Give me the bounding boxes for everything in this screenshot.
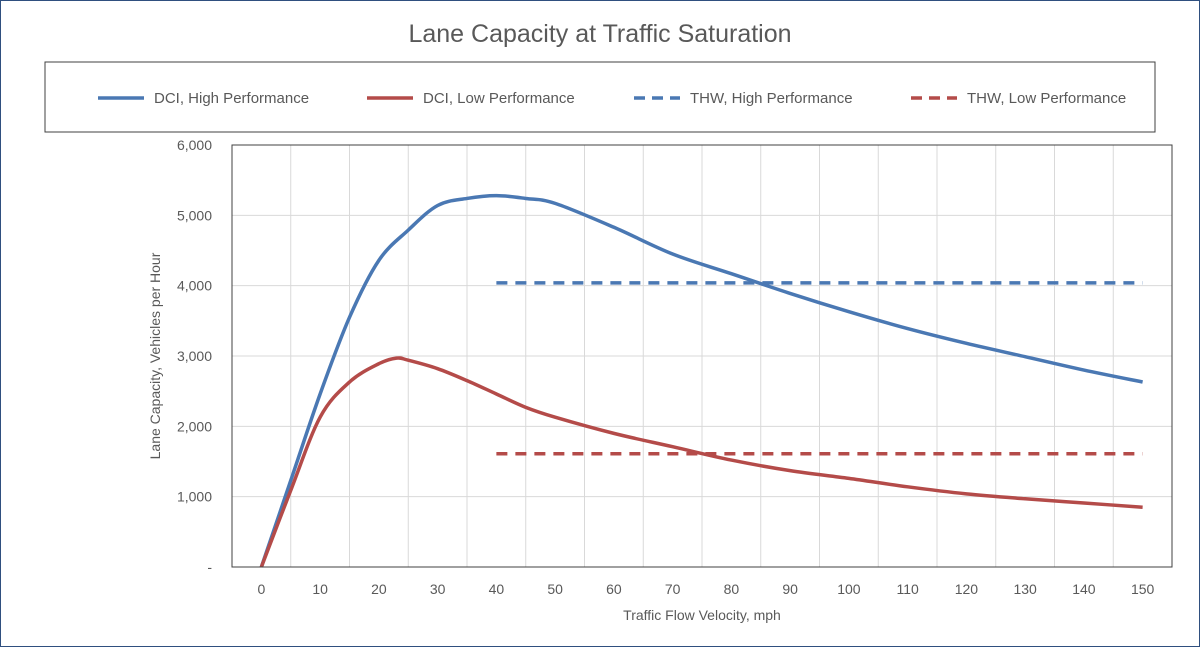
x-tick-label: 90 xyxy=(782,581,798,597)
x-tick-label: 10 xyxy=(312,581,328,597)
legend-label: THW, High Performance xyxy=(690,90,853,107)
legend-label: THW, Low Performance xyxy=(967,90,1126,107)
x-tick-label: 50 xyxy=(547,581,563,597)
series-line-dci-low-performance xyxy=(259,356,1143,568)
legend-box xyxy=(44,61,1156,133)
y-tick-label: 5,000 xyxy=(177,207,212,223)
y-tick-label: 6,000 xyxy=(177,137,212,153)
series-group xyxy=(259,193,1143,568)
legend: DCI, High Performance DCI, Low Performanc… xyxy=(98,90,1126,107)
y-tick-label: 4,000 xyxy=(177,278,212,294)
x-tick-label: 0 xyxy=(257,581,265,597)
y-tick-label: 3,000 xyxy=(177,348,212,364)
y-tick-label: 1,000 xyxy=(177,489,212,505)
y-axis-title: Lane Capacity, Vehicles per Hour xyxy=(147,252,163,459)
gridlines xyxy=(232,145,1172,567)
x-tick-label: 150 xyxy=(1131,581,1155,597)
x-tick-label: 120 xyxy=(955,581,979,597)
legend-label: DCI, High Performance xyxy=(154,90,309,107)
legend-label: DCI, Low Performance xyxy=(423,90,575,107)
x-tick-label: 20 xyxy=(371,581,387,597)
x-tick-label: 130 xyxy=(1013,581,1037,597)
series-line-dci-high-performance xyxy=(259,193,1143,568)
x-tick-label: 30 xyxy=(430,581,446,597)
x-tick-label: 40 xyxy=(489,581,505,597)
x-tick-label: 60 xyxy=(606,581,622,597)
x-axis-title: Traffic Flow Velocity, mph xyxy=(623,607,781,623)
tick-labels: - 1,000 2,000 3,000 4,000 5,000 6,000 0 10 20 30 40… xyxy=(177,137,1155,597)
x-tick-label: 110 xyxy=(896,581,919,597)
chart-title: Lane Capacity at Traffic Saturation xyxy=(408,20,791,48)
y-tick-label: - xyxy=(207,559,212,575)
x-tick-label: 100 xyxy=(837,581,861,597)
y-tick-label: 2,000 xyxy=(177,418,212,434)
plot-area-border xyxy=(231,144,1173,568)
x-tick-label: 80 xyxy=(724,581,740,597)
x-tick-label: 140 xyxy=(1072,581,1096,597)
x-tick-label: 70 xyxy=(665,581,681,597)
